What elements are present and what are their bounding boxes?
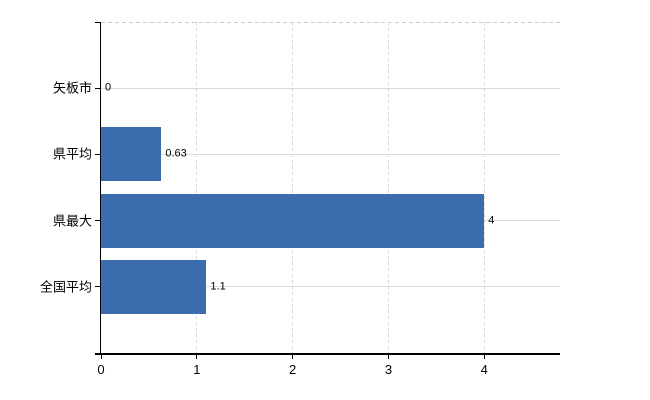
y-axis-tick [95, 153, 101, 155]
x-axis-tick [100, 354, 102, 359]
bar [101, 193, 485, 248]
bar-value-label: 1.1 [210, 280, 226, 293]
y-axis-tick [95, 286, 101, 288]
x-axis-tick [483, 354, 485, 359]
x-axis-tick [387, 354, 389, 359]
y-axis-line [99, 22, 101, 353]
y-axis-top-tick [95, 22, 101, 23]
x-tick-label: 1 [193, 362, 201, 377]
x-tick-label: 4 [480, 362, 488, 377]
x-tick-label: 2 [289, 362, 297, 377]
bar-value-label: 0 [105, 81, 112, 94]
x-axis-line [95, 353, 560, 355]
category-label: 県平均 [52, 146, 92, 162]
x-axis-tick [292, 354, 294, 359]
bar-value-label: 0.63 [165, 147, 187, 160]
gridline-horizontal [101, 87, 560, 89]
category-label: 矢板市 [52, 80, 92, 96]
gridline-vertical [387, 22, 389, 353]
bar [101, 127, 162, 182]
gridline-vertical [196, 22, 198, 353]
gridline-vertical [483, 22, 485, 353]
gridline-horizontal [101, 286, 560, 288]
category-label: 県最大 [52, 213, 92, 229]
y-axis-tick [95, 87, 101, 89]
bar [101, 259, 207, 314]
bar-value-label: 4 [488, 214, 495, 227]
x-tick-label: 3 [384, 362, 393, 377]
y-axis-tick [95, 220, 101, 222]
gridline-horizontal [101, 153, 560, 155]
plot-area: 0 0.63 4 1.1 [101, 22, 560, 353]
plot-top-border [101, 22, 560, 23]
category-label: 全国平均 [39, 279, 92, 295]
gridline-vertical [292, 22, 294, 353]
x-axis-tick [196, 354, 198, 359]
x-tick-label: 0 [97, 362, 105, 377]
